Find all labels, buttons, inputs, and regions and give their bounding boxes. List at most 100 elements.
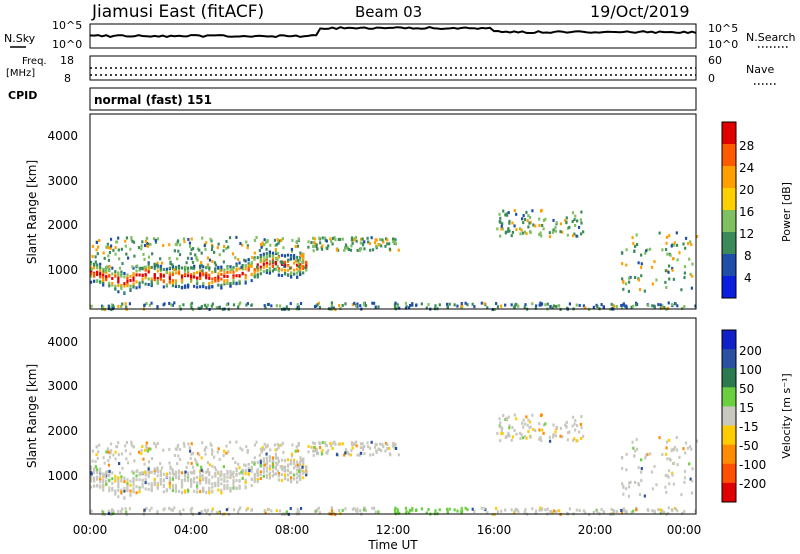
power-cell xyxy=(114,245,117,249)
power-cell xyxy=(394,238,397,242)
velocity-cell xyxy=(327,449,330,453)
power-cell xyxy=(661,304,664,308)
power-cell xyxy=(511,221,514,225)
power-cell xyxy=(160,261,164,265)
power-cell xyxy=(393,240,397,244)
power-cell xyxy=(522,221,525,225)
velocity-cell xyxy=(147,460,151,464)
power-cell xyxy=(374,305,377,309)
power-cell xyxy=(218,253,221,257)
velocity-cell xyxy=(140,448,143,452)
velocity-cell xyxy=(154,443,157,447)
velocity-cell xyxy=(120,479,123,483)
power-cell xyxy=(392,240,395,244)
power-cell xyxy=(510,303,513,307)
power-cell xyxy=(117,271,120,275)
power-cell xyxy=(629,275,632,279)
velocity-cell xyxy=(253,461,256,465)
velocity-cell xyxy=(343,453,346,457)
velocity-cell xyxy=(671,471,674,475)
velocity-cell xyxy=(199,481,202,485)
power-cell xyxy=(220,272,223,276)
power-cell xyxy=(363,247,366,251)
velocity-cell xyxy=(522,425,525,429)
power-cell xyxy=(213,261,217,265)
velocity-cell xyxy=(344,448,348,452)
power-cell xyxy=(217,275,220,279)
power-cell xyxy=(244,264,247,268)
velocity-cell xyxy=(680,493,683,497)
velocity-cell xyxy=(499,439,502,443)
power-cell xyxy=(621,262,624,266)
power-cell xyxy=(125,305,128,309)
velocity-cell xyxy=(695,439,699,443)
velocity-cell xyxy=(528,426,531,430)
power-cell xyxy=(143,257,146,261)
velocity-ytick: 3000 xyxy=(47,379,78,393)
velocity-cell xyxy=(268,476,271,480)
velocity-cell xyxy=(670,449,673,453)
velocity-cell xyxy=(187,442,190,446)
velocity-cell xyxy=(315,509,318,513)
velocity-cell xyxy=(686,446,690,450)
power-cell xyxy=(271,256,274,260)
velocity-cell xyxy=(147,467,150,471)
velocity-cell xyxy=(446,510,449,514)
velocity-cell xyxy=(566,431,570,435)
power-cell xyxy=(126,277,129,281)
power-cell xyxy=(265,264,268,268)
power-cell xyxy=(195,255,198,259)
power-cell xyxy=(256,256,259,260)
power-cell xyxy=(522,214,525,218)
velocity-cell xyxy=(156,481,159,485)
velocity-cell xyxy=(214,482,217,486)
velocity-colorbar-segment xyxy=(722,387,736,407)
power-cell xyxy=(635,233,638,237)
power-cell xyxy=(148,266,151,270)
velocity-cell xyxy=(159,482,162,486)
power-cell xyxy=(171,266,175,270)
velocity-cell xyxy=(363,452,366,456)
velocity-cell xyxy=(525,436,528,440)
power-cell xyxy=(671,268,674,272)
power-cell xyxy=(555,305,558,309)
power-cell xyxy=(299,272,302,276)
velocity-cell xyxy=(144,487,147,491)
power-cell xyxy=(691,262,694,266)
velocity-cell xyxy=(123,489,126,493)
power-cell xyxy=(584,306,587,310)
power-cell xyxy=(188,241,192,245)
power-cell xyxy=(271,269,274,273)
power-cell xyxy=(228,236,232,240)
velocity-cell xyxy=(244,468,247,472)
velocity-cell xyxy=(153,482,156,486)
velocity-cell xyxy=(210,452,214,456)
power-cell xyxy=(500,304,503,308)
power-cell xyxy=(247,262,250,266)
power-colorbar-label: Power [dB] xyxy=(780,182,793,242)
power-cell xyxy=(229,265,232,269)
power-cell xyxy=(123,282,126,286)
velocity-cell xyxy=(296,476,299,480)
velocity-cell xyxy=(193,480,196,484)
power-cell xyxy=(293,254,296,258)
power-cell xyxy=(283,264,286,268)
power-colorbar-frame xyxy=(721,121,737,299)
power-cell xyxy=(539,231,542,235)
velocity-cell xyxy=(683,476,686,480)
velocity-cell xyxy=(214,474,217,478)
velocity-cell xyxy=(265,462,268,466)
velocity-cell xyxy=(268,471,271,475)
power-cell xyxy=(535,304,538,308)
power-cell xyxy=(144,274,147,278)
velocity-cell xyxy=(291,443,294,447)
power-cell xyxy=(341,303,344,307)
velocity-cell xyxy=(110,508,114,512)
velocity-cell xyxy=(102,478,105,482)
power-cell xyxy=(669,253,672,257)
velocity-cell xyxy=(356,509,359,513)
power-cell xyxy=(150,301,153,305)
power-cell xyxy=(278,239,281,243)
velocity-cell xyxy=(205,481,208,485)
power-cell xyxy=(534,306,537,310)
